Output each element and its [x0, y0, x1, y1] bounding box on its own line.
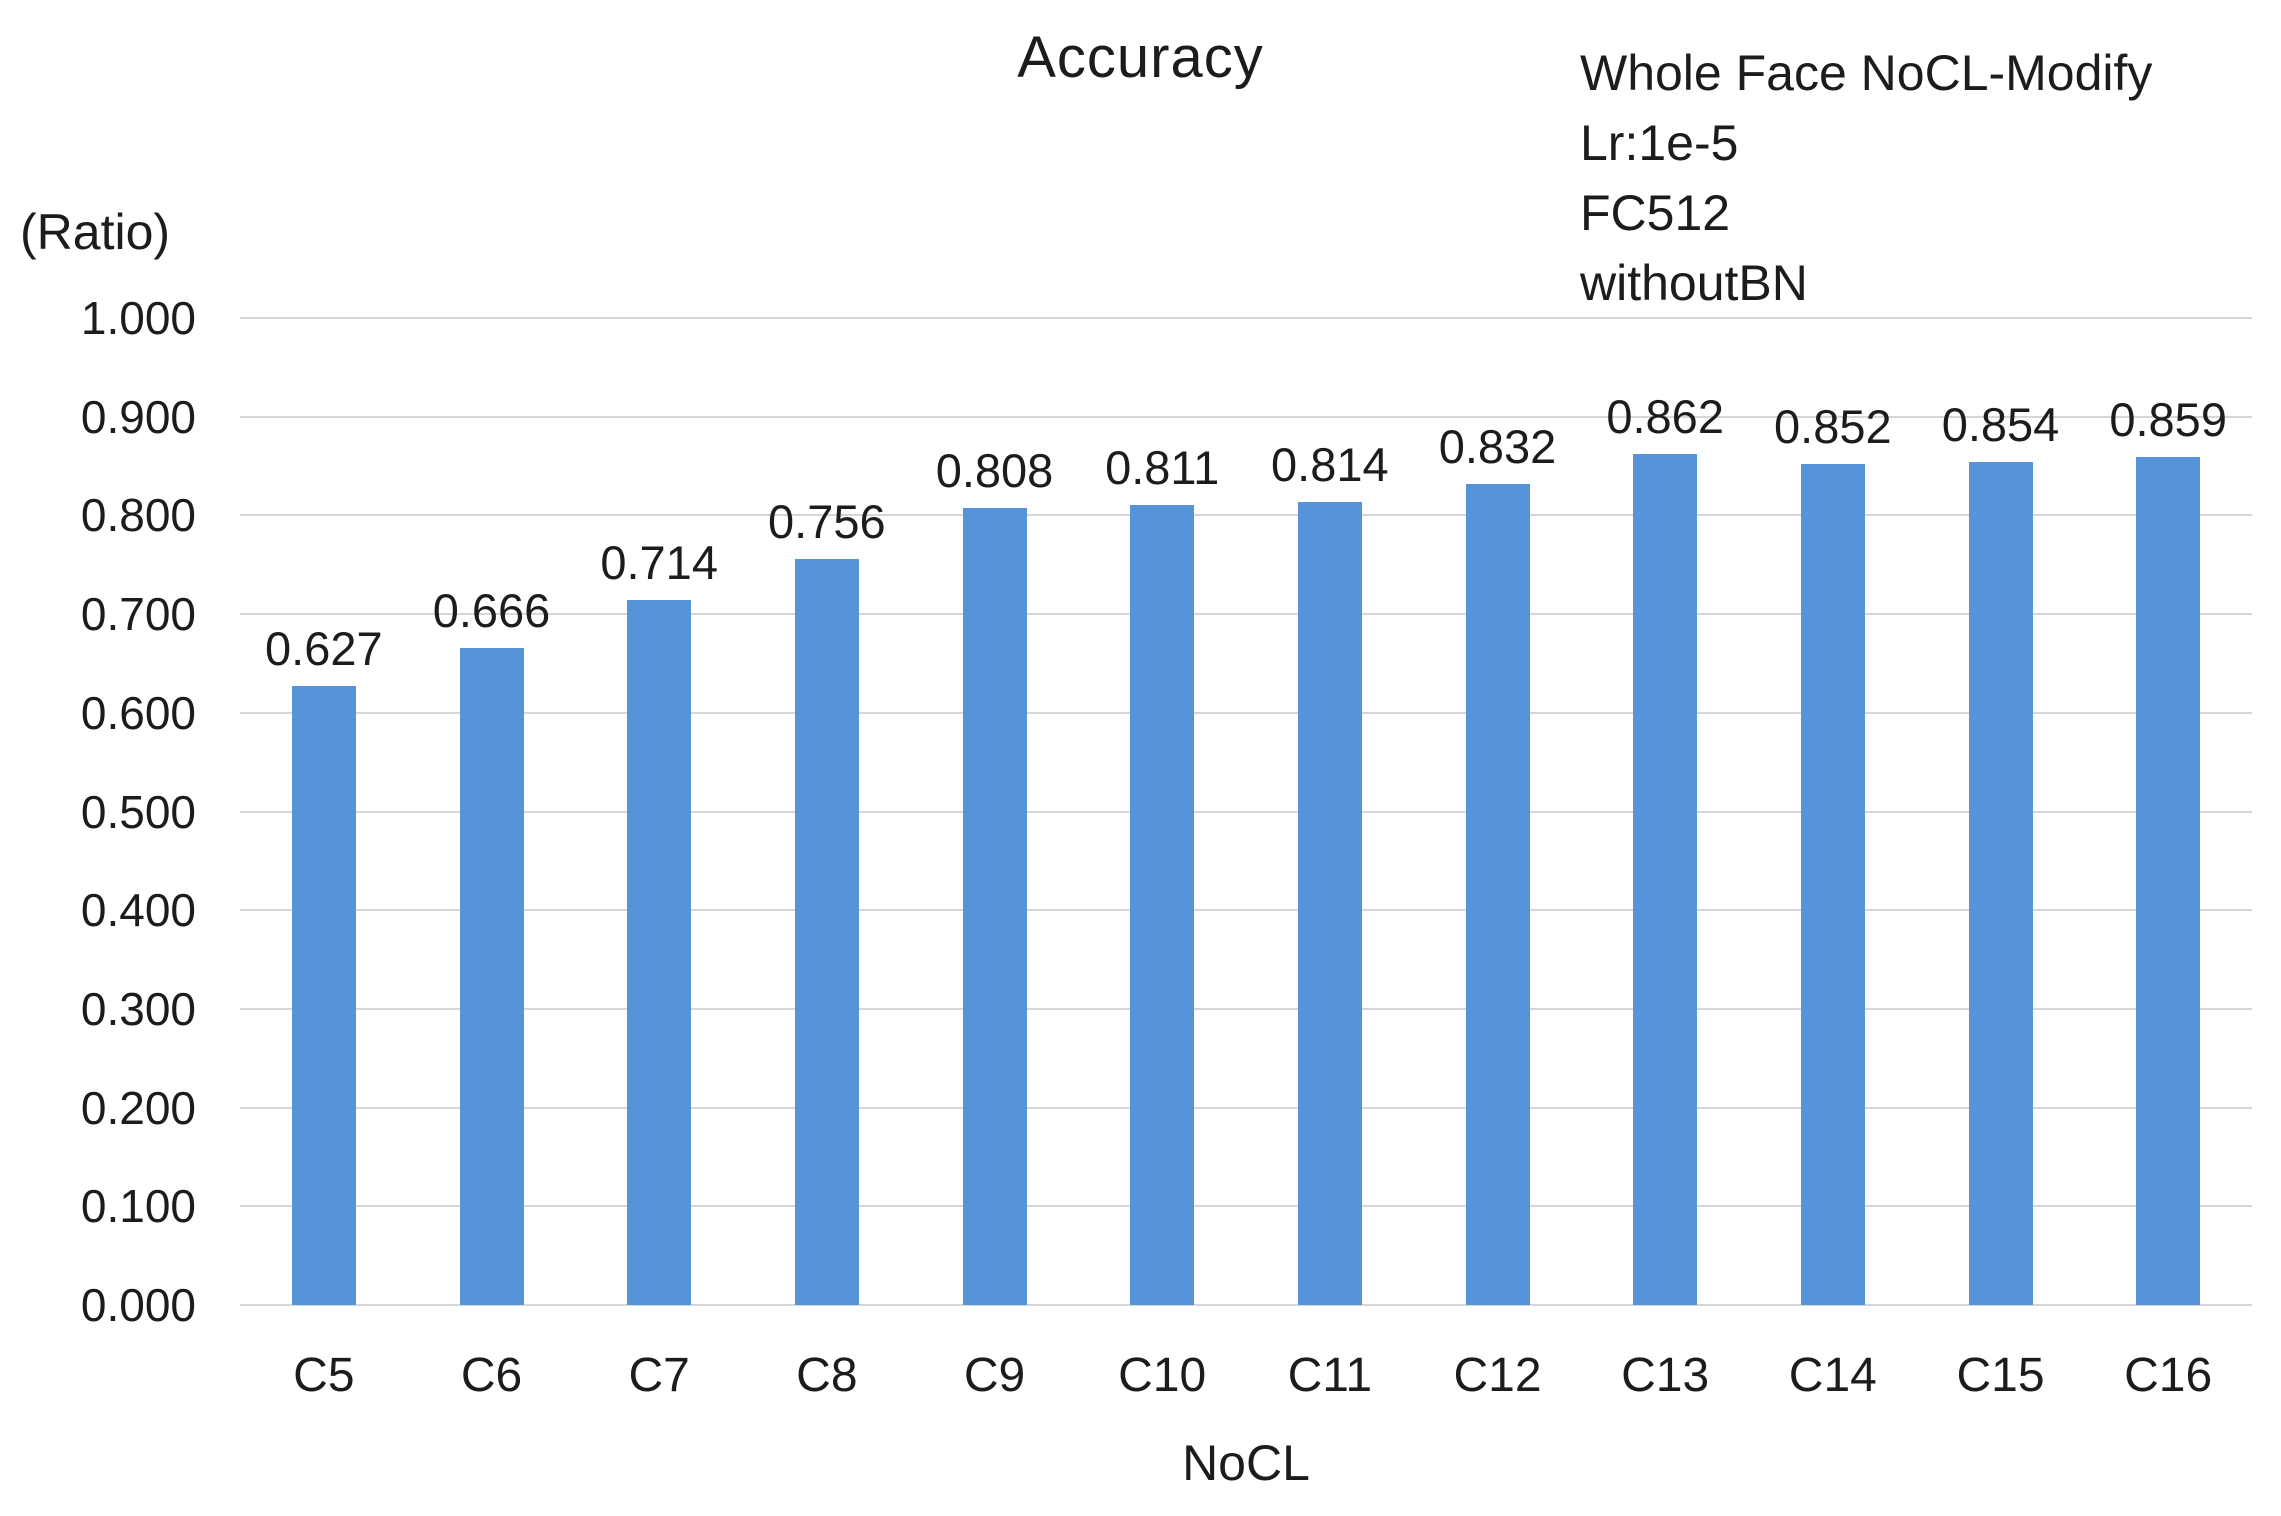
- y-tick-0.200: 0.200: [80, 1081, 196, 1134]
- x-tick-c8: C8: [796, 1349, 858, 1402]
- plot-area: 0.627 0.666 0.714 0.756 0.808 0.811 0.814 0.832…: [240, 317, 2252, 1306]
- bar-c5: [291, 686, 356, 1305]
- x-tick-c6: C6: [460, 1349, 523, 1402]
- gridline-0.700: [240, 613, 2252, 616]
- y-tick-0.900: 0.900: [80, 390, 196, 443]
- data-label-c11: 0.814: [1271, 437, 1389, 491]
- annotation-line-4: withoutBN: [1580, 255, 1808, 311]
- gridline-0.000: [240, 1304, 2252, 1306]
- gridline-0.200: [240, 1106, 2252, 1109]
- bar-c6: [459, 647, 524, 1305]
- annotation-line-2: Lr:1e-5: [1580, 115, 1739, 171]
- bar-c14: [1800, 464, 1865, 1305]
- data-label-c13: 0.862: [1606, 390, 1724, 444]
- gridline-0.600: [240, 711, 2252, 714]
- data-label-c14: 0.852: [1774, 400, 1892, 454]
- y-axis-tick-labels: 0.000 0.100 0.200 0.300 0.400 0.500 0.600 0.700…: [0, 292, 202, 1331]
- y-tick-0.800: 0.800: [80, 489, 196, 542]
- gridline-0.500: [240, 810, 2252, 813]
- x-axis-title: NoCL: [1182, 1435, 1310, 1491]
- x-tick-c12: C12: [1453, 1349, 1542, 1402]
- bar-c9: [962, 507, 1027, 1305]
- x-tick-c16: C16: [2124, 1349, 2213, 1402]
- bar-c7: [627, 600, 692, 1305]
- data-label-c7: 0.714: [600, 536, 718, 590]
- gridline-0.400: [240, 909, 2252, 912]
- x-tick-c9: C9: [963, 1349, 1026, 1402]
- bar-c13: [1633, 454, 1698, 1305]
- y-tick-0.600: 0.600: [80, 686, 196, 739]
- x-tick-c10: C10: [1118, 1349, 1207, 1402]
- x-tick-c7: C7: [628, 1349, 690, 1402]
- x-tick-c5: C5: [293, 1349, 355, 1402]
- bar-c16: [2136, 457, 2201, 1305]
- y-tick-0.300: 0.300: [80, 982, 196, 1035]
- bar-c12: [1465, 483, 1530, 1305]
- data-label-c12: 0.832: [1438, 419, 1557, 473]
- y-tick-0.700: 0.700: [80, 588, 196, 641]
- gridline-0.100: [240, 1205, 2252, 1208]
- annotation-line-3: FC512: [1580, 185, 1731, 241]
- y-tick-1.000: 1.000: [80, 292, 196, 344]
- gridline-1.000: [240, 317, 2252, 319]
- data-label-c6: 0.666: [432, 583, 551, 637]
- data-label-c8: 0.756: [768, 494, 886, 548]
- gridline-0.300: [240, 1007, 2252, 1010]
- bar-c11: [1297, 501, 1362, 1305]
- data-label-c9: 0.808: [935, 443, 1054, 497]
- y-tick-0.400: 0.400: [80, 884, 196, 937]
- bar-c8: [794, 558, 859, 1305]
- gridline-0.900: [240, 415, 2252, 418]
- x-tick-c13: C13: [1621, 1349, 1710, 1402]
- x-axis-tick-labels: C5 C6 C7 C8 C9 C10 C11 C12 C13 C14 C15 C16: [240, 1348, 2252, 1412]
- data-label-c10: 0.811: [1105, 440, 1220, 494]
- x-tick-c14: C14: [1788, 1349, 1877, 1402]
- data-label-c15: 0.854: [1941, 398, 2060, 452]
- data-label-c16: 0.859: [2109, 393, 2227, 447]
- data-label-c5: 0.627: [265, 622, 383, 676]
- y-tick-0.100: 0.100: [80, 1180, 196, 1233]
- chart-title: Accuracy: [1017, 25, 1264, 90]
- x-tick-c11: C11: [1287, 1349, 1373, 1402]
- y-axis-unit-label: (Ratio): [20, 204, 171, 260]
- y-tick-0.500: 0.500: [80, 785, 196, 838]
- y-tick-0.000: 0.000: [80, 1279, 196, 1331]
- bar-c15: [1968, 462, 2033, 1305]
- annotation-line-1: Whole Face NoCL-Modify: [1580, 45, 2153, 101]
- x-tick-c15: C15: [1956, 1349, 2045, 1402]
- bar-c10: [1130, 504, 1195, 1305]
- gridline-0.800: [240, 514, 2252, 517]
- annotation-block: Whole Face NoCL-Modify Lr:1e-5 FC512 withou…: [1580, 38, 2152, 318]
